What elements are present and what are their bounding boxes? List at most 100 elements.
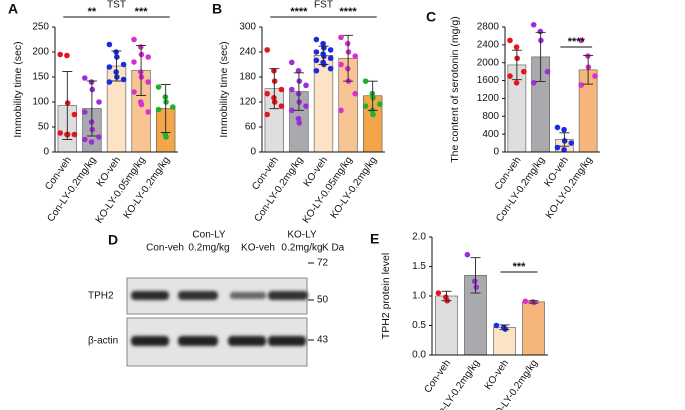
data-point	[313, 57, 320, 64]
significance-label: ***	[513, 261, 527, 273]
data-point	[81, 109, 88, 115]
data-point	[561, 146, 567, 153]
panel-label: E	[370, 231, 379, 247]
data-point	[352, 90, 359, 97]
error-bar	[511, 49, 522, 81]
data-point	[568, 140, 575, 146]
data-point	[327, 55, 334, 62]
bar	[435, 295, 458, 356]
data-point	[303, 103, 309, 109]
data-point	[96, 99, 102, 105]
data-point	[296, 120, 303, 126]
data-point	[106, 64, 113, 70]
data-point	[513, 44, 520, 50]
data-point	[131, 59, 137, 65]
data-point	[513, 80, 520, 86]
error-bar	[535, 31, 546, 82]
data-point	[370, 111, 376, 118]
data-point	[530, 21, 537, 28]
x-tick-label: KO-veh	[483, 358, 511, 392]
data-point	[295, 115, 302, 122]
x-tick-label: KO-LY-0.2mg/kg	[329, 155, 380, 221]
data-point	[264, 47, 270, 53]
data-point	[592, 73, 598, 79]
data-point	[522, 298, 529, 305]
y-tick-label: 2000	[477, 57, 500, 68]
error-bar	[499, 324, 510, 331]
error-bar	[111, 50, 122, 82]
data-point	[464, 251, 471, 258]
y-axis-label: The content of serotonin (mg/g)	[449, 16, 461, 163]
row-label: β-actin	[88, 336, 118, 347]
y-tick-label: 800	[482, 111, 499, 122]
y-tick-label: 2800	[477, 22, 500, 33]
data-point	[435, 290, 442, 296]
data-point	[120, 76, 127, 83]
data-point	[554, 124, 561, 131]
data-point	[338, 61, 344, 68]
error-bar	[528, 300, 539, 304]
band	[268, 336, 306, 346]
panel-label: D	[108, 232, 118, 248]
error-bar	[269, 68, 280, 110]
y-tick-label: 250	[32, 22, 49, 33]
x-tick-label: KO-LY-0.2mg/kg	[122, 155, 173, 221]
y-tick-label: 0	[43, 147, 49, 158]
y-tick-label: 1200	[477, 93, 500, 104]
data-point	[320, 40, 326, 47]
data-point	[377, 101, 383, 107]
data-point	[530, 80, 537, 86]
data-point	[170, 104, 176, 110]
y-tick-label: 1600	[477, 75, 500, 86]
panel-label: B	[212, 1, 222, 17]
y-axis-label: TPH2 protein level	[380, 253, 392, 339]
data-point	[120, 61, 127, 68]
error-bar	[441, 290, 452, 302]
data-point	[288, 59, 295, 66]
data-point	[71, 111, 78, 118]
error-bar	[160, 84, 171, 133]
data-point	[338, 34, 344, 41]
data-point	[493, 322, 500, 329]
data-point	[64, 52, 70, 59]
y-tick-label: 150	[32, 72, 49, 83]
y-tick-label: 300	[239, 22, 256, 33]
error-bar	[318, 45, 329, 65]
band	[178, 336, 218, 346]
data-point	[544, 68, 551, 75]
data-point	[264, 90, 270, 97]
data-point	[313, 36, 320, 43]
unit-label: K Da	[322, 243, 345, 254]
data-point	[507, 37, 513, 44]
chart-title: TST	[107, 0, 126, 11]
data-point	[507, 73, 513, 79]
data-point	[81, 75, 88, 81]
data-point	[145, 79, 152, 85]
data-point	[145, 109, 152, 115]
data-point	[81, 136, 88, 143]
lane-label: 0.2mg/kg	[188, 243, 229, 254]
data-point	[155, 106, 162, 113]
data-point	[131, 36, 137, 43]
data-point	[362, 78, 369, 84]
data-point	[327, 47, 334, 53]
bar	[522, 301, 545, 356]
error-bar	[343, 34, 354, 82]
data-point	[88, 139, 95, 145]
lane-label: Con-LY	[192, 230, 225, 241]
y-axis-label: Immobility time (sec)	[218, 41, 230, 137]
y-tick-label: 0	[493, 147, 499, 158]
y-tick-label: 200	[32, 47, 49, 58]
data-point	[473, 284, 480, 290]
band	[230, 292, 266, 299]
data-point	[163, 134, 169, 140]
y-tick-label: 0.0	[412, 350, 426, 361]
lane-label: 0.2mg/kg	[281, 243, 322, 254]
data-point	[303, 82, 309, 89]
x-tick-label: Con-veh	[422, 358, 453, 395]
lane-label: KO-veh	[241, 243, 275, 254]
data-point	[471, 278, 478, 285]
data-point	[338, 107, 344, 114]
data-point	[327, 65, 334, 72]
data-point	[288, 107, 295, 114]
